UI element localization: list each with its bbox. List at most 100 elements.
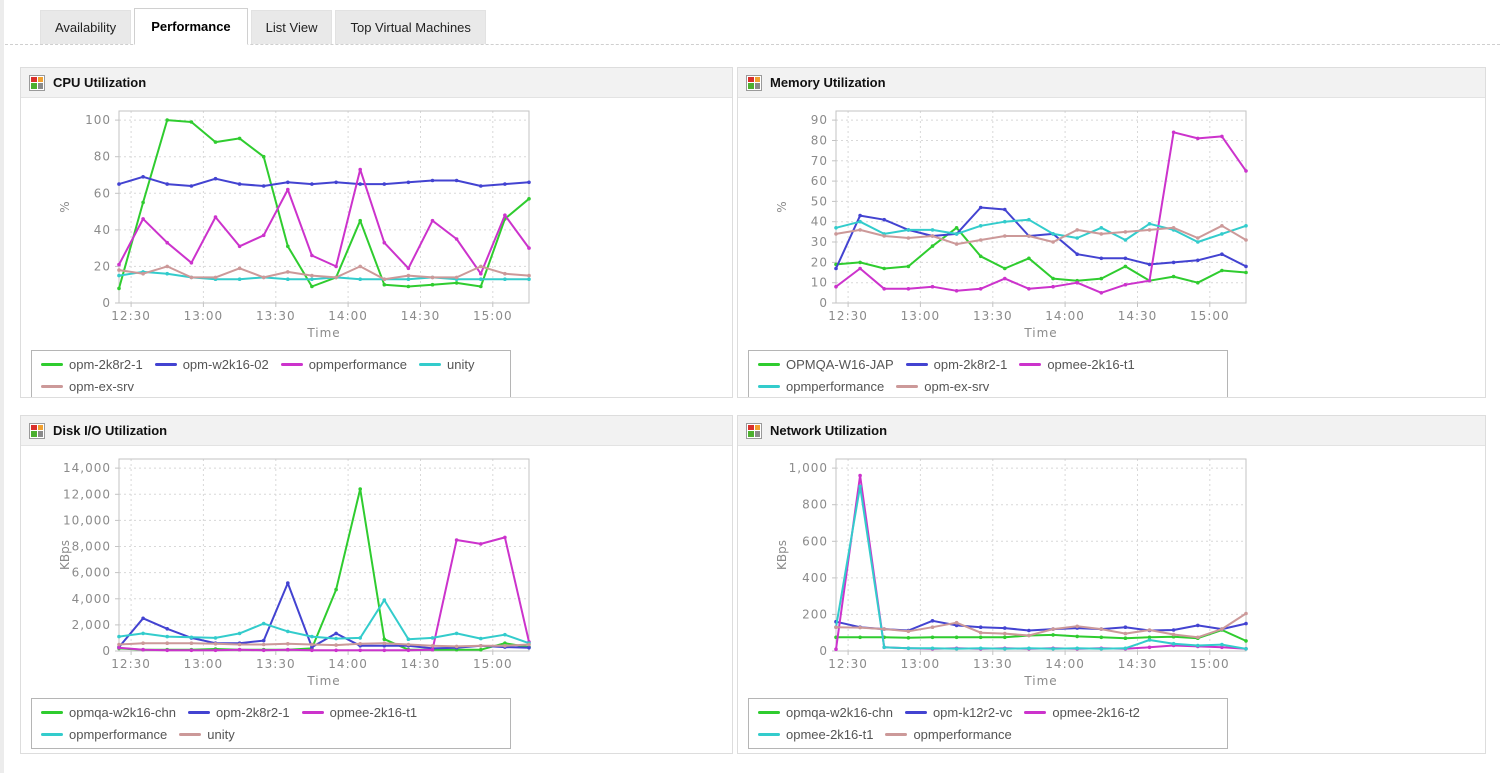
data-point [1123, 282, 1128, 287]
data-point [1027, 217, 1031, 222]
chart-svg: 0 20 40 60 80 100 12:30 13:00 13:30 14:00 14:30 15:… [55, 103, 541, 343]
y-tick-label: 20 [94, 259, 111, 273]
data-point [1147, 222, 1152, 226]
series-line-opmee-2k16-t1 [835, 131, 1247, 294]
data-point [334, 643, 338, 647]
data-point [286, 180, 290, 185]
legend-item-opmee-2k16-t2: opmee-2k16-t2 [1024, 705, 1140, 720]
data-point [310, 182, 314, 186]
data-point [117, 642, 121, 647]
data-point [1244, 224, 1248, 228]
data-point [117, 262, 121, 267]
x-axis-title: Time [306, 674, 340, 688]
chart-icon [29, 422, 45, 439]
data-point [358, 636, 363, 640]
data-point [906, 636, 911, 640]
data-point [858, 484, 862, 489]
legend-label: opmee-2k16-t2 [1052, 705, 1140, 720]
x-tick-label: 14:00 [1045, 657, 1085, 671]
data-point [358, 648, 363, 653]
series-line-unity [118, 270, 529, 281]
data-point [430, 275, 435, 280]
series-line-opm-2k8r2-1 [118, 582, 530, 650]
legend-swatch [41, 733, 63, 736]
data-point [1099, 627, 1104, 631]
data-point [858, 266, 862, 271]
data-point [141, 616, 145, 621]
y-tick-label: 60 [811, 174, 828, 188]
data-point [834, 266, 838, 271]
data-point [1051, 240, 1055, 244]
legend-swatch [758, 733, 780, 736]
legend-swatch [154, 363, 177, 366]
data-point [430, 178, 435, 183]
data-point [213, 176, 218, 181]
data-point [117, 634, 121, 639]
data-point [334, 587, 338, 592]
legend-label: opmperformance [69, 727, 168, 742]
data-point [454, 538, 459, 542]
legend-swatch [280, 363, 303, 366]
data-point [527, 197, 531, 201]
data-point [1003, 647, 1007, 651]
data-point [954, 226, 959, 230]
legend-label: opmperformance [308, 357, 407, 372]
legend-swatch [1024, 711, 1047, 714]
legend-label: opmee-2k16-t1 [329, 705, 418, 720]
data-point [1075, 236, 1079, 240]
y-tick-label: 0 [819, 644, 828, 658]
data-point [430, 636, 435, 640]
data-point [1003, 631, 1007, 636]
data-point [930, 234, 935, 238]
data-point [1171, 641, 1176, 646]
data-point [261, 648, 266, 653]
data-point [479, 264, 483, 269]
data-point [882, 645, 886, 650]
data-point [406, 180, 411, 185]
data-point [117, 182, 121, 186]
series-line-opmee-2k16-t1 [835, 485, 1247, 650]
legend-label: opmee-2k16-t1 [786, 727, 874, 742]
data-point [1147, 278, 1152, 283]
data-point [1051, 284, 1055, 289]
data-point [527, 277, 531, 281]
series-line-opmee-2k16-t2 [835, 474, 1247, 650]
data-point [454, 237, 459, 241]
data-point [406, 648, 411, 653]
tab-top-virtual-machines[interactable]: Top Virtual Machines [335, 10, 486, 44]
data-point [334, 631, 338, 636]
legend-swatch [187, 711, 210, 714]
data-point [117, 645, 121, 650]
tab-list-view[interactable]: List View [250, 10, 333, 44]
panel-title: Network Utilization [770, 423, 888, 438]
data-point [1171, 274, 1176, 279]
legend-item-opm-k12r2-vc: opm-k12r2-vc [904, 705, 1012, 720]
cpu-chart-legend: opm-2k8r2-1 opm-w2k16-02 opmperformance uni… [31, 350, 511, 397]
legend-swatch [41, 711, 63, 714]
tab-availability[interactable]: Availability [40, 10, 132, 44]
legend-swatch [41, 385, 63, 388]
y-tick-label: 20 [811, 255, 828, 269]
data-point [1027, 287, 1031, 291]
y-axis-title: % [775, 201, 789, 212]
series-line-opm-w2k16-02 [118, 175, 530, 187]
data-point [213, 215, 218, 219]
legend-swatch [885, 733, 908, 736]
chart-icon [746, 74, 762, 91]
x-tick-label: 15:00 [1190, 309, 1230, 323]
data-point [1123, 256, 1128, 261]
y-tick-label: 600 [802, 534, 828, 548]
data-point [310, 284, 314, 289]
legend-label: opmqa-w2k16-chn [69, 705, 176, 720]
data-point [1003, 207, 1007, 212]
data-point [1147, 638, 1152, 642]
data-point [1220, 252, 1224, 256]
data-point [1099, 276, 1104, 281]
data-point [1147, 645, 1152, 650]
data-point [1244, 264, 1248, 269]
data-point [1075, 634, 1079, 639]
data-point [503, 271, 507, 276]
data-point [1099, 647, 1104, 651]
legend-swatch [1019, 363, 1042, 366]
tab-performance[interactable]: Performance [134, 8, 248, 45]
